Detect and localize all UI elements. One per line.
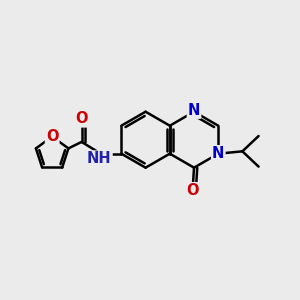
Text: N: N [188,103,200,118]
Text: O: O [186,183,199,198]
Text: O: O [75,111,88,126]
Text: O: O [46,129,58,144]
Text: N: N [212,146,224,161]
Text: NH: NH [87,152,112,166]
